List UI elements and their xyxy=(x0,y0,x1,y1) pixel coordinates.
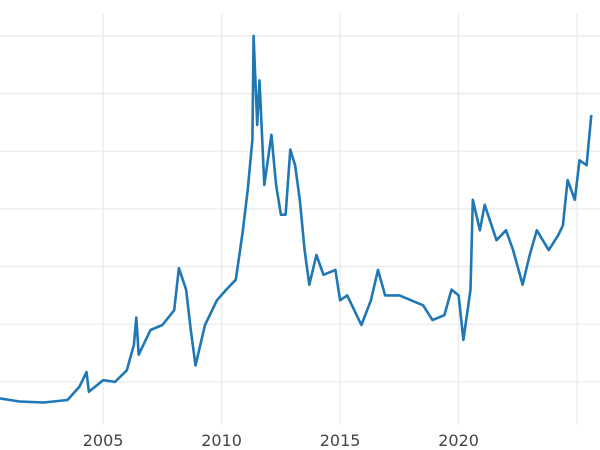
x-tick-labels: 2005 2010 2015 2020 xyxy=(83,431,479,450)
x-tick-label: 2010 xyxy=(201,431,242,450)
x-tick-label: 2015 xyxy=(320,431,361,450)
series-line xyxy=(0,34,593,404)
y-gridlines xyxy=(0,35,600,383)
x-tick-label: 2020 xyxy=(438,431,479,450)
x-gridlines xyxy=(102,14,578,425)
x-tick-label: 2005 xyxy=(83,431,124,450)
